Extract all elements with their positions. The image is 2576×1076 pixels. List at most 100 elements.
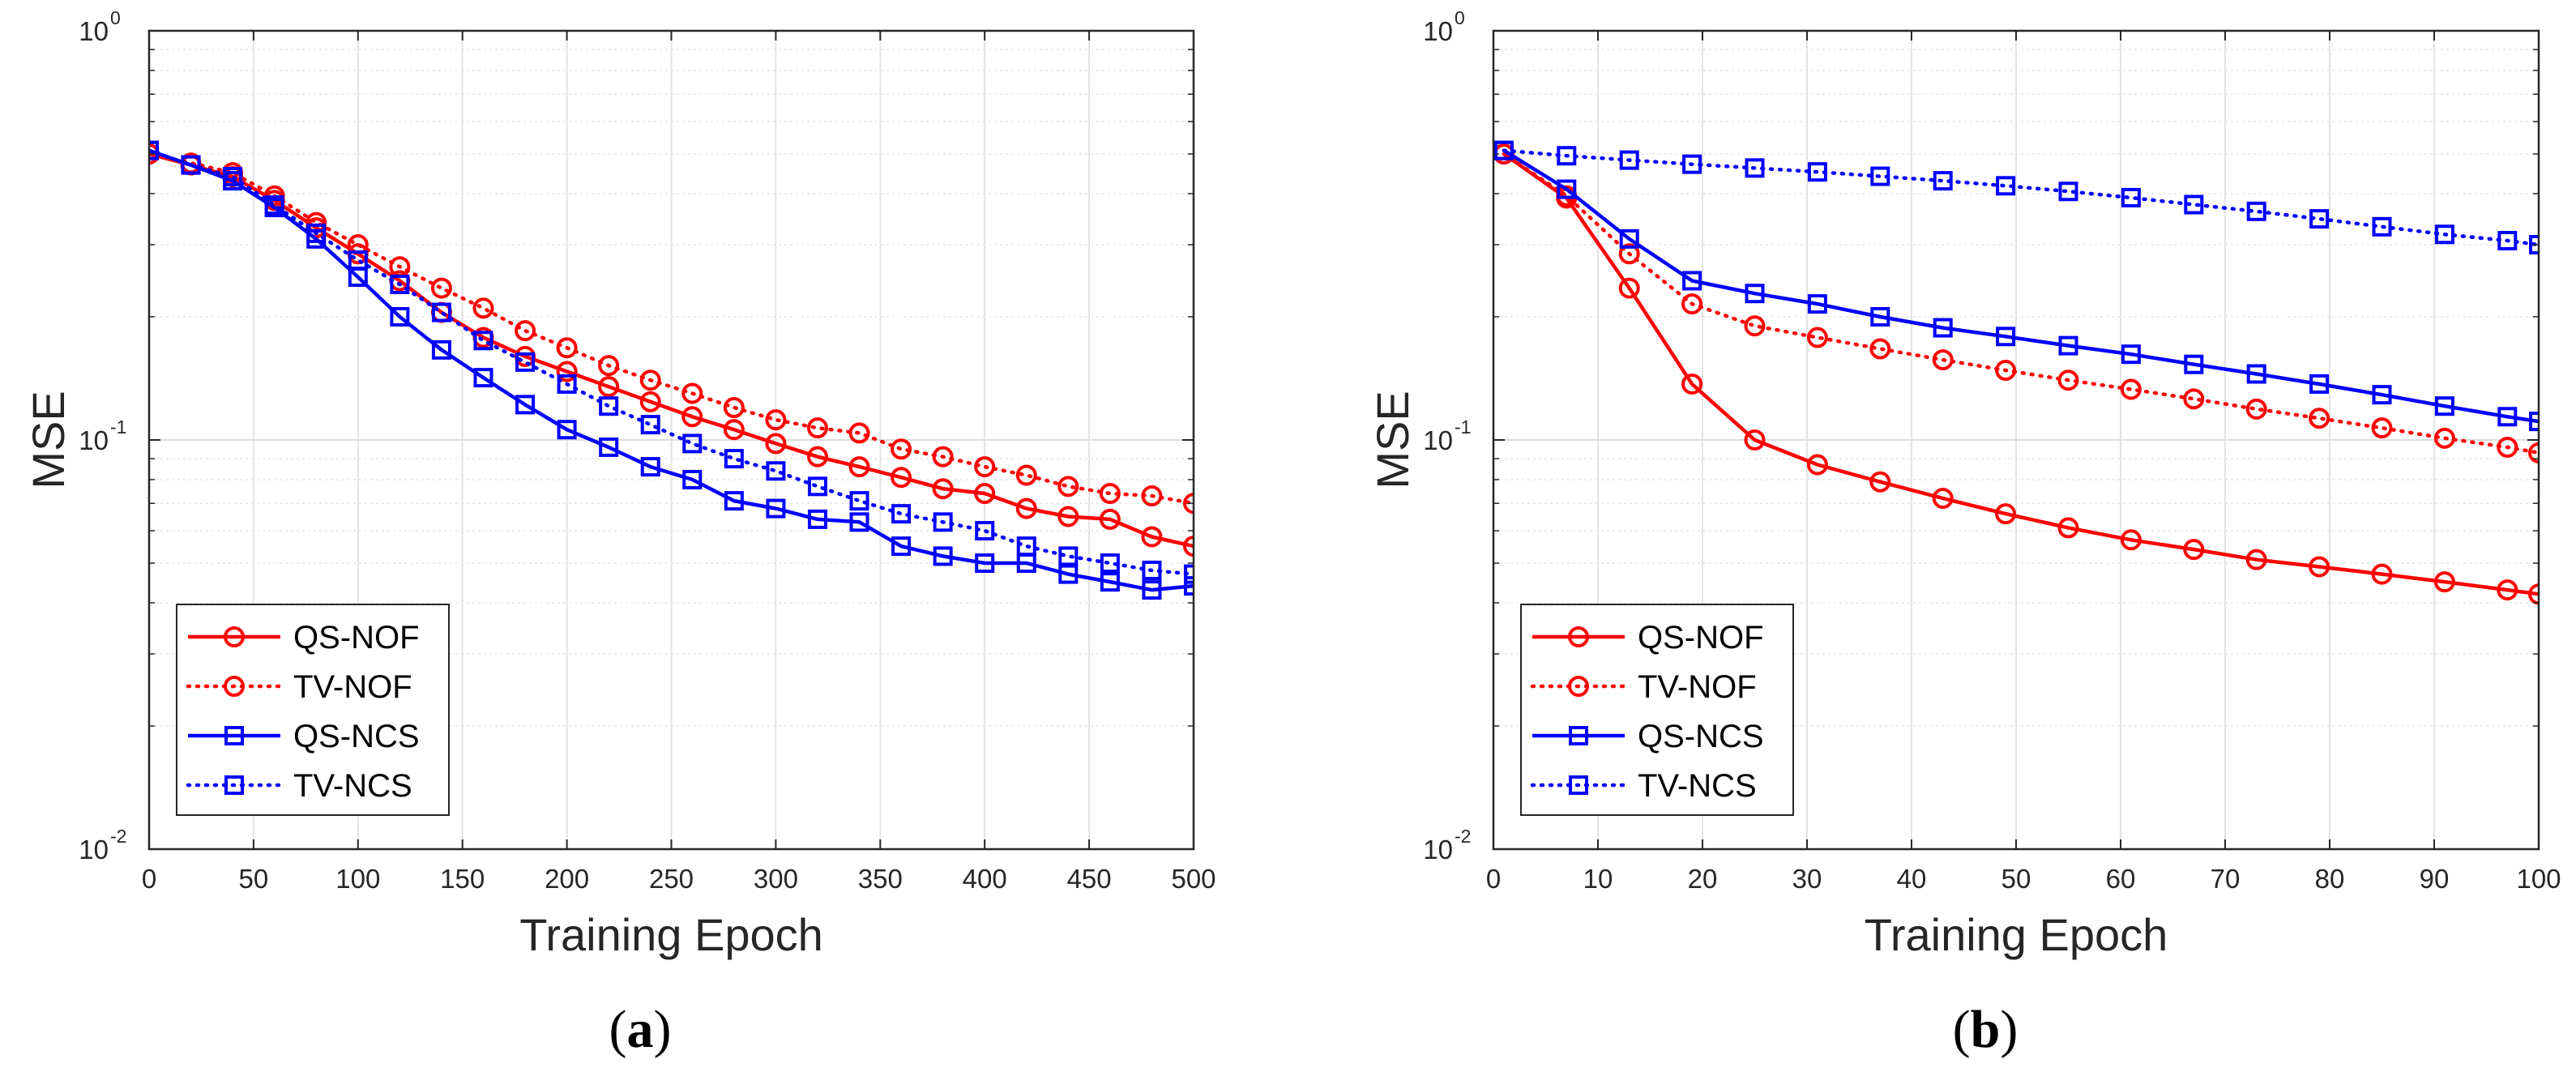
data-point: [2309, 209, 2330, 229]
data-point: [1100, 553, 1120, 574]
data-point: [933, 512, 953, 532]
data-point: [473, 331, 493, 351]
data-point: [1058, 546, 1079, 566]
data-point: [1099, 483, 1121, 505]
data-point: [2433, 571, 2455, 593]
data-point: [640, 415, 660, 435]
data-point: [849, 491, 869, 511]
data-point: [2058, 181, 2078, 202]
y-tick-label-exponent: 0: [110, 7, 121, 28]
data-point: [515, 320, 536, 342]
data-point: [723, 397, 745, 419]
data-point: [1183, 493, 1194, 515]
series-line-tv-nof: [1502, 152, 2539, 455]
data-point: [639, 391, 661, 412]
x-tick-label: 200: [545, 864, 589, 894]
data-point: [766, 461, 786, 481]
x-tick-label: 250: [649, 864, 694, 894]
data-point: [2434, 396, 2454, 416]
data-point: [2497, 230, 2518, 250]
data-point: [348, 250, 368, 271]
y-tick-label-exponent: -2: [1455, 826, 1471, 847]
data-point: [723, 419, 745, 441]
data-point: [2057, 369, 2079, 391]
data-point: [1015, 464, 1037, 486]
data-point: [2529, 235, 2539, 255]
legend: QS-NOF TV-NOF QS-NCS TV-NCS: [1520, 604, 1794, 816]
legend-marker-qs-ncs: [1569, 726, 1588, 745]
y-tick-label-exponent: -2: [110, 826, 126, 847]
data-point: [2058, 335, 2078, 356]
legend-label-tv-nof: TV-NOF: [1638, 669, 1757, 705]
data-point: [1933, 171, 1953, 191]
data-point: [1744, 315, 1766, 337]
data-point: [390, 306, 410, 327]
data-point: [806, 417, 828, 439]
data-point: [306, 223, 327, 243]
data-point: [2184, 354, 2204, 374]
data-point: [1619, 150, 1639, 170]
data-point: [1932, 349, 1954, 371]
data-point: [2246, 364, 2266, 384]
data-point: [2057, 517, 2079, 539]
data-point: [2183, 388, 2205, 410]
x-tick-label: 90: [2420, 864, 2450, 894]
y-tick-label-base: 10: [1423, 16, 1453, 46]
y-tick-label-base: 10: [1423, 425, 1453, 455]
x-tick-label: 100: [2516, 864, 2561, 894]
series-group: [1493, 140, 2539, 605]
data-point: [1619, 228, 1639, 249]
data-point: [1870, 306, 1890, 327]
data-point: [1806, 327, 1828, 348]
data-point: [1618, 277, 1640, 299]
x-tick-label: 150: [440, 864, 485, 894]
legend-label-qs-ncs: QS-NCS: [293, 719, 420, 754]
data-point: [2120, 378, 2142, 400]
data-point: [1745, 158, 1765, 178]
data-point: [681, 406, 703, 428]
data-point: [849, 512, 869, 532]
x-tick-label: 0: [142, 864, 156, 894]
legend-marker-qs-nof: [1568, 626, 1589, 647]
data-point: [556, 361, 578, 382]
data-point: [1141, 526, 1163, 548]
data-point: [1995, 503, 2017, 525]
data-point: [1618, 243, 1640, 265]
data-point: [848, 456, 870, 478]
data-point: [1099, 508, 1121, 530]
legend-marker-tv-ncs: [1569, 775, 1588, 795]
data-point: [2372, 216, 2392, 237]
legend-label-qs-nof: QS-NOF: [293, 620, 420, 655]
data-point: [223, 167, 243, 187]
data-point: [598, 376, 620, 398]
data-point: [2371, 417, 2393, 439]
data-point: [681, 382, 703, 404]
data-point: [891, 504, 912, 524]
data-point: [640, 457, 660, 477]
data-point: [2433, 427, 2455, 449]
data-point: [807, 509, 827, 529]
y-tick-label-base: 10: [79, 835, 109, 865]
data-point: [765, 433, 787, 455]
legend-label-tv-ncs: TV-NCS: [293, 768, 412, 804]
data-point: [807, 476, 827, 497]
x-tick-label: 450: [1067, 864, 1112, 894]
data-point: [1142, 580, 1162, 600]
data-point: [599, 437, 619, 457]
x-tick-label: 80: [2315, 864, 2345, 894]
data-point: [2497, 579, 2518, 601]
data-point: [1807, 162, 1827, 182]
data-point: [556, 337, 578, 359]
legend-marker-qs-ncs: [224, 726, 244, 745]
data-point: [1184, 576, 1194, 596]
data-point: [1682, 154, 1702, 174]
series-line-tv-ncs: [1502, 148, 2539, 247]
x-tick-label: 100: [335, 864, 380, 894]
data-point: [2245, 398, 2267, 420]
data-point: [1057, 506, 1079, 527]
panel-caption: (b): [1953, 1000, 2019, 1059]
x-tick-label: 300: [754, 864, 798, 894]
data-point: [1557, 146, 1577, 166]
x-tick-label: 30: [1792, 864, 1822, 894]
